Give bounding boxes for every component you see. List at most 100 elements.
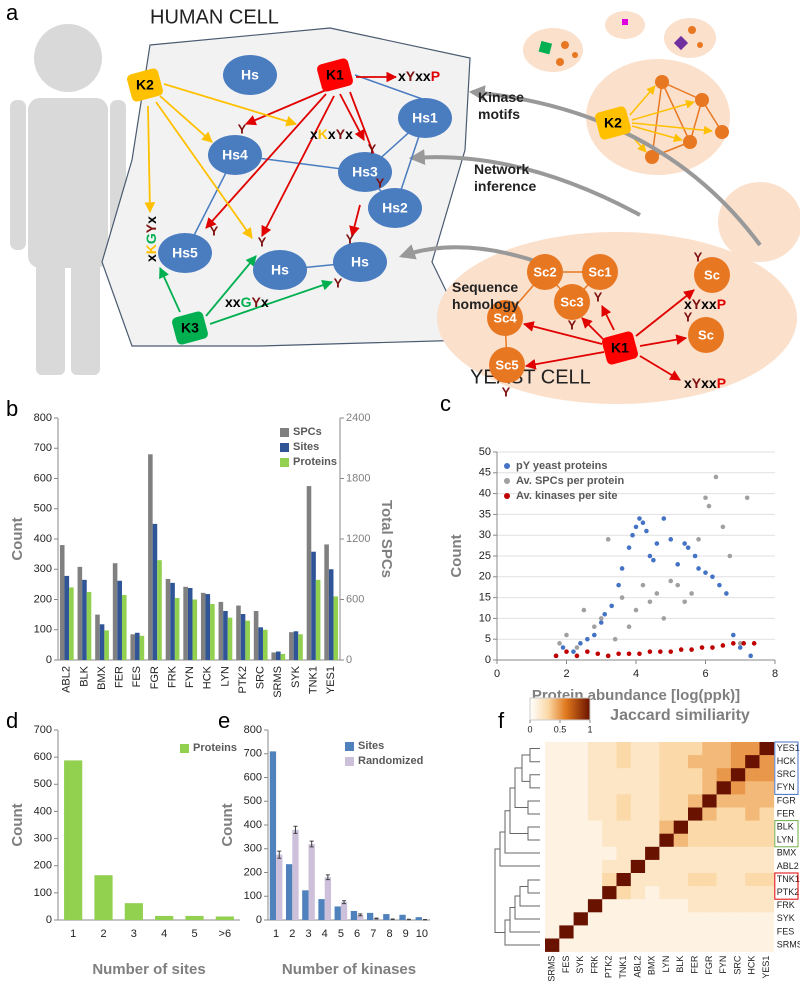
heatmap-cell (759, 820, 775, 834)
node (683, 135, 697, 149)
heatmap-cell (730, 846, 746, 861)
point (619, 566, 625, 571)
node-label: Sc (698, 327, 714, 342)
row-label: LYN (777, 835, 794, 845)
heatmap-cell (602, 742, 617, 756)
heatmap-cell (559, 925, 574, 939)
heatmap-cell (616, 912, 632, 926)
heatmap-cell (659, 886, 674, 900)
arrow (245, 89, 327, 126)
panel-label: e (218, 708, 230, 733)
heatmap-cell (759, 846, 775, 861)
x-axis-title: Number of kinases (282, 961, 416, 978)
heatmap-cell (630, 938, 646, 952)
heatmap-cell (587, 755, 603, 769)
heatmap-cell (759, 755, 775, 769)
x-tick-label: BLK (78, 665, 90, 686)
point (682, 599, 687, 605)
point (737, 641, 743, 646)
bar (340, 902, 348, 920)
heatmap-cell (645, 912, 660, 926)
heatmap-cell (559, 899, 574, 913)
error-bar (358, 913, 363, 917)
column-label: SYK (575, 956, 585, 974)
human-node (398, 98, 452, 138)
y-tick-label: 300 (34, 563, 52, 575)
heatmap-cell (545, 833, 560, 848)
point (585, 636, 590, 642)
error-bar (277, 850, 282, 859)
x-tick-label: >6 (219, 928, 232, 940)
point (640, 520, 646, 526)
x-tick-label: FRK (166, 665, 178, 688)
point (602, 611, 608, 617)
heatmap-cell (659, 755, 674, 769)
bar (82, 579, 87, 660)
heatmap-cell (716, 886, 732, 900)
heatmap-cell (745, 768, 760, 782)
heatmap-cell (730, 742, 746, 756)
colorbar-tick-label: 0.5 (554, 724, 567, 734)
x-tick-label: 5 (338, 928, 344, 940)
motif-part: Y (406, 68, 416, 84)
node-label: Hs5 (172, 245, 198, 261)
kinase-node (595, 106, 631, 140)
heatmap-cell (759, 912, 775, 926)
heatmap-cell (673, 925, 689, 939)
yeast-node (489, 347, 525, 383)
phospho-y: Y (684, 309, 693, 324)
heatmap-cell (545, 925, 560, 939)
point (605, 653, 611, 659)
heatmap-cell (716, 912, 732, 926)
kinase-label: K3 (181, 320, 199, 336)
heatmap-cell (559, 938, 574, 952)
error-bar (325, 874, 330, 881)
heatmap-cell (545, 781, 560, 795)
legend-label: pY yeast proteins (516, 460, 608, 472)
node (645, 150, 659, 164)
motif-part: Y (692, 296, 702, 312)
phospho-y: Y (594, 289, 603, 304)
motif-part: Y (143, 223, 159, 233)
heatmap-cell (573, 925, 589, 939)
kinase-node (317, 58, 353, 92)
heatmap-cell (730, 873, 746, 887)
motif-part: Y (692, 375, 702, 391)
heatmap-cell (673, 873, 689, 887)
bar (95, 614, 100, 660)
heatmap-cell (716, 925, 732, 939)
y2-axis-title: Total SPCs (378, 500, 395, 578)
heatmap-cell (688, 938, 703, 952)
motif-part: xx (701, 375, 717, 391)
human-node (223, 55, 277, 95)
phospho-y: Y (368, 141, 377, 156)
heatmap-cell (587, 938, 603, 952)
heatmap-cell (688, 912, 703, 926)
point (640, 582, 646, 588)
y-tick-label: 800 (244, 724, 262, 736)
arm (10, 100, 26, 250)
heatmap-cell (559, 742, 574, 756)
heatmap-cell (545, 899, 560, 913)
y-tick-label: 600 (244, 771, 262, 783)
point (654, 541, 660, 546)
arrow (159, 95, 213, 143)
leg (71, 250, 100, 375)
edge (661, 81, 691, 143)
heatmap-cell (745, 742, 760, 756)
heatmap-cell (559, 794, 574, 808)
x-tick-label: PTK2 (237, 666, 249, 694)
heatmap-cell (630, 846, 646, 861)
error-bar (374, 917, 379, 920)
annotation-line: inference (474, 178, 536, 194)
heatmap-cell (688, 886, 703, 900)
heatmap-cell (587, 742, 603, 756)
panel-label: d (6, 708, 18, 733)
y-tick-label: 300 (34, 832, 52, 844)
leg (36, 250, 65, 375)
heatmap-cell (759, 886, 775, 900)
phospho-y: Y (238, 121, 247, 136)
dendrogram (494, 748, 540, 946)
node-label: Hs (271, 262, 289, 278)
error-bar (293, 825, 298, 834)
